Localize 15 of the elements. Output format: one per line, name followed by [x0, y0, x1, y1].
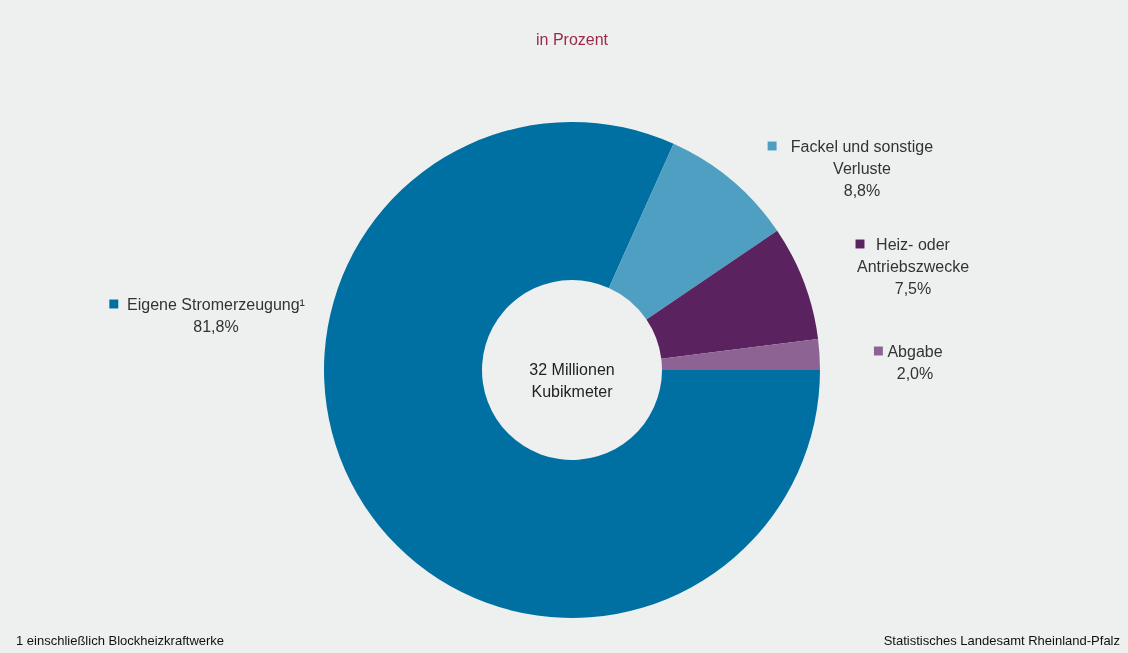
donut-slice — [661, 338, 820, 370]
text: 32 Millionen Kubikmeter — [529, 361, 615, 400]
donut-slice — [608, 143, 778, 320]
legend-label: Heiz- oder Antriebszwecke — [856, 236, 970, 275]
chart-title: in Prozent — [535, 31, 609, 48]
text: Statistisches Landesamt Rheinland-Pfalz — [883, 633, 1120, 648]
text: 1 einschließlich Blockheizkraftwerke — [16, 633, 225, 648]
data-label: 2,0% — [896, 365, 934, 382]
legend-label: Abgabe — [887, 343, 943, 360]
data-label: 7,5% — [894, 280, 932, 297]
data-label: 81,8% — [193, 318, 239, 335]
donut-slice — [646, 230, 819, 359]
data-label: 8,8% — [843, 182, 881, 199]
legend-label: Eigene Stromerzeugung¹ — [127, 296, 305, 313]
legend-label: Fackel und sonstige Verluste — [790, 138, 934, 177]
